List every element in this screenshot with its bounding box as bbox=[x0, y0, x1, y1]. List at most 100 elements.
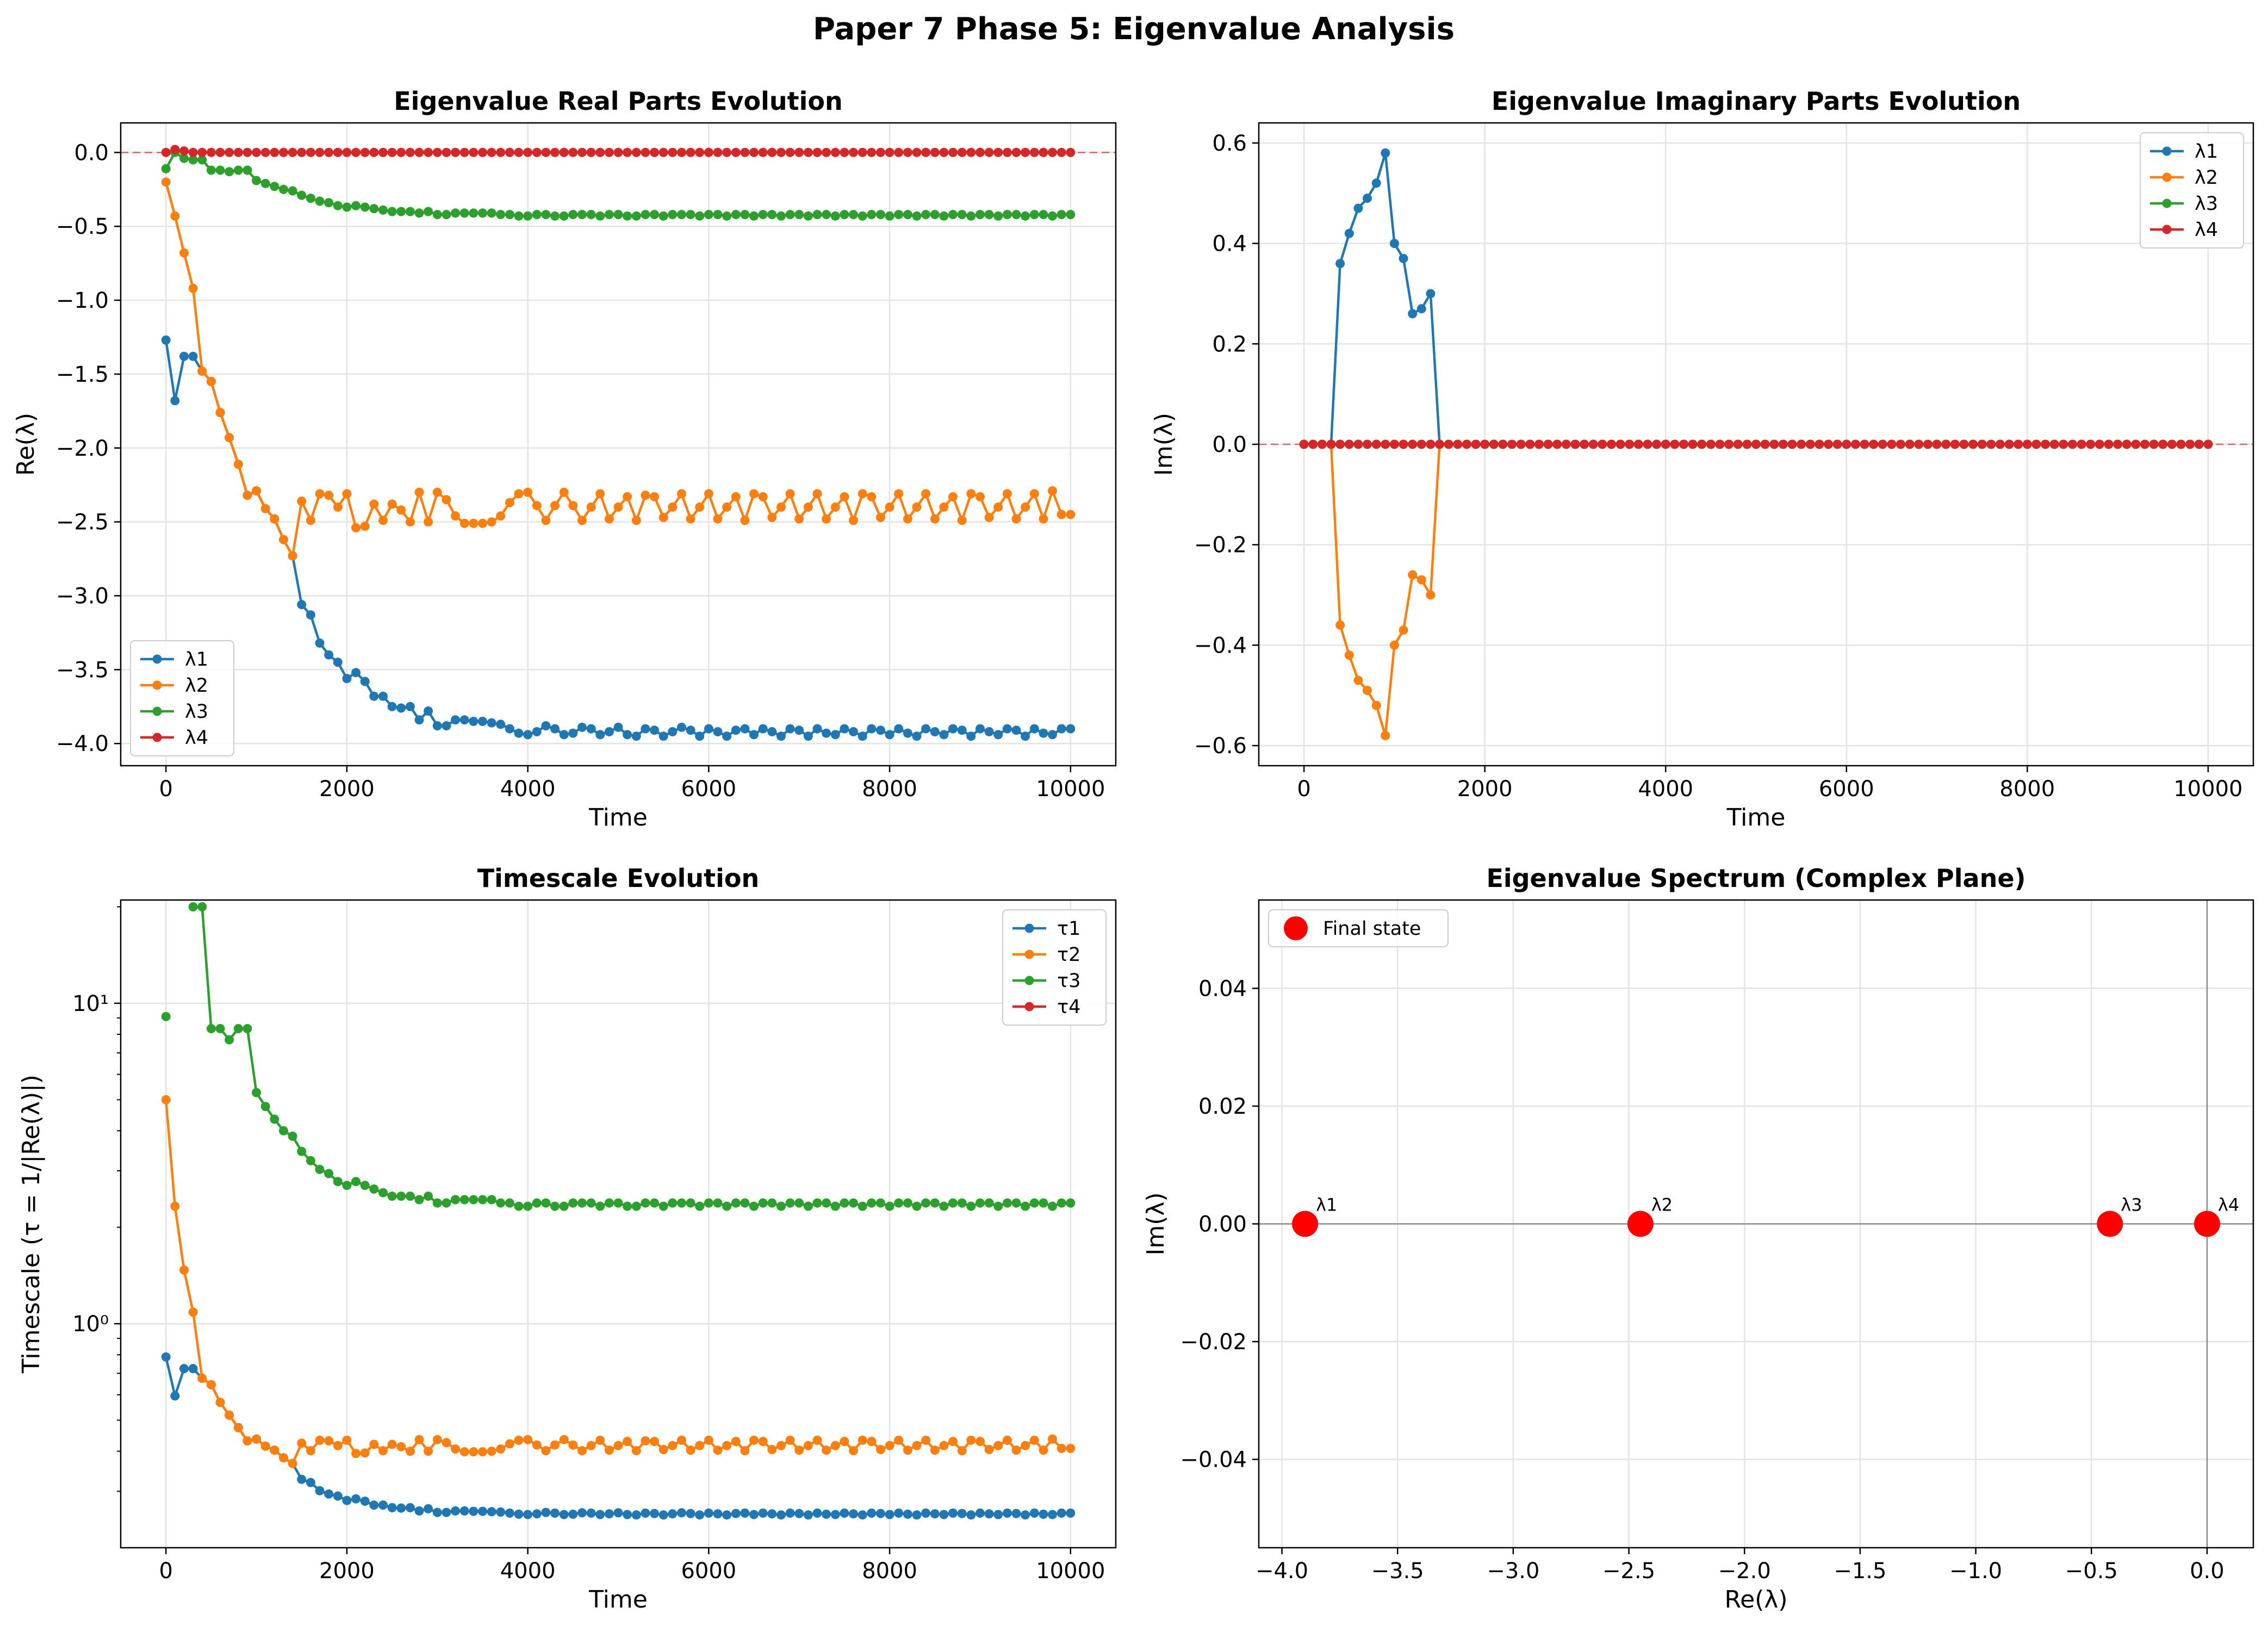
data-point bbox=[930, 727, 940, 736]
data-point bbox=[568, 1509, 578, 1519]
data-point bbox=[1066, 1198, 1076, 1208]
data-point bbox=[206, 1024, 216, 1033]
data-point bbox=[1048, 730, 1057, 740]
data-point bbox=[903, 728, 912, 738]
data-point bbox=[912, 1201, 922, 1211]
x-tick-label: −4.0 bbox=[1256, 1559, 1308, 1584]
data-point bbox=[930, 147, 940, 157]
data-point bbox=[586, 147, 596, 157]
data-point bbox=[414, 1195, 424, 1205]
data-point bbox=[1570, 439, 1580, 449]
data-point bbox=[1416, 439, 1426, 449]
data-point bbox=[903, 210, 912, 219]
data-point bbox=[270, 1114, 279, 1124]
y-axis-label: Im(λ) bbox=[1142, 1192, 1170, 1255]
data-point bbox=[776, 1441, 786, 1450]
data-point bbox=[523, 487, 533, 497]
data-point bbox=[1715, 439, 1725, 449]
data-point bbox=[966, 1435, 976, 1445]
data-point bbox=[243, 1024, 252, 1033]
data-point bbox=[2176, 439, 2186, 449]
data-point bbox=[306, 516, 315, 525]
data-point bbox=[631, 211, 641, 221]
data-point bbox=[568, 1198, 578, 1208]
data-point bbox=[1317, 439, 1327, 449]
data-point bbox=[677, 147, 686, 157]
data-point bbox=[1057, 210, 1066, 219]
data-point bbox=[451, 208, 460, 218]
imag-parts-panel: Eigenvalue Imaginary Parts Evolution 0 200… bbox=[1150, 86, 2254, 831]
data-point bbox=[469, 518, 479, 528]
data-point bbox=[324, 1169, 334, 1178]
data-point bbox=[469, 1447, 479, 1457]
data-point bbox=[1986, 439, 1996, 449]
data-point bbox=[830, 1441, 840, 1450]
data-point bbox=[206, 1380, 216, 1389]
data-point bbox=[830, 1510, 840, 1519]
data-point bbox=[451, 1444, 460, 1454]
data-point bbox=[577, 722, 587, 732]
data-point bbox=[1742, 439, 1752, 449]
data-point bbox=[496, 1198, 506, 1208]
data-point bbox=[650, 492, 659, 501]
data-point bbox=[1426, 590, 1436, 600]
data-point bbox=[206, 147, 216, 157]
data-point bbox=[1057, 1443, 1066, 1453]
data-point bbox=[867, 492, 877, 501]
data-point bbox=[623, 730, 632, 740]
data-point bbox=[613, 1198, 623, 1208]
data-point bbox=[532, 501, 542, 511]
data-point bbox=[559, 730, 569, 740]
data-point bbox=[948, 1508, 958, 1518]
tau2-series bbox=[161, 1095, 1076, 1468]
data-point bbox=[532, 147, 542, 157]
data-point bbox=[1815, 439, 1824, 449]
data-point bbox=[1021, 731, 1030, 741]
data-point bbox=[758, 147, 768, 157]
data-point bbox=[776, 147, 786, 157]
legend-label: τ2 bbox=[1057, 944, 1080, 966]
data-point bbox=[442, 1507, 451, 1517]
data-point bbox=[957, 725, 967, 735]
data-point bbox=[1048, 1510, 1057, 1519]
data-point bbox=[867, 1198, 877, 1208]
data-point bbox=[424, 207, 433, 216]
data-point bbox=[179, 248, 189, 258]
data-point bbox=[1399, 253, 1408, 263]
data-point bbox=[1480, 439, 1490, 449]
y-tick-label: −0.6 bbox=[1194, 734, 1247, 759]
data-point bbox=[885, 211, 894, 221]
data-point bbox=[1932, 439, 1942, 449]
data-point bbox=[233, 460, 243, 469]
data-point bbox=[1543, 439, 1553, 449]
lambda4-series bbox=[1299, 439, 2213, 449]
data-point bbox=[740, 1198, 750, 1208]
data-point bbox=[794, 725, 804, 735]
data-point bbox=[849, 516, 858, 525]
data-point bbox=[776, 1510, 786, 1520]
data-point bbox=[812, 147, 822, 157]
data-point bbox=[595, 730, 605, 740]
data-point bbox=[921, 147, 931, 157]
data-point bbox=[1408, 570, 1418, 580]
data-point bbox=[722, 211, 732, 221]
data-point bbox=[206, 165, 216, 175]
data-point bbox=[387, 207, 397, 216]
data-point bbox=[532, 1198, 542, 1208]
data-point bbox=[939, 1441, 949, 1450]
data-point bbox=[514, 1201, 524, 1211]
data-point bbox=[885, 1441, 894, 1450]
data-point bbox=[758, 724, 768, 734]
data-point bbox=[505, 1198, 514, 1208]
data-point bbox=[623, 1201, 632, 1211]
data-point bbox=[1787, 439, 1797, 449]
data-point bbox=[650, 210, 659, 219]
data-point bbox=[469, 147, 479, 157]
data-point bbox=[595, 489, 605, 499]
data-point bbox=[812, 210, 822, 219]
data-point bbox=[812, 1435, 822, 1445]
data-point bbox=[1066, 1443, 1076, 1453]
data-point bbox=[1011, 514, 1021, 524]
data-point bbox=[885, 147, 894, 157]
data-point bbox=[1021, 1441, 1030, 1450]
